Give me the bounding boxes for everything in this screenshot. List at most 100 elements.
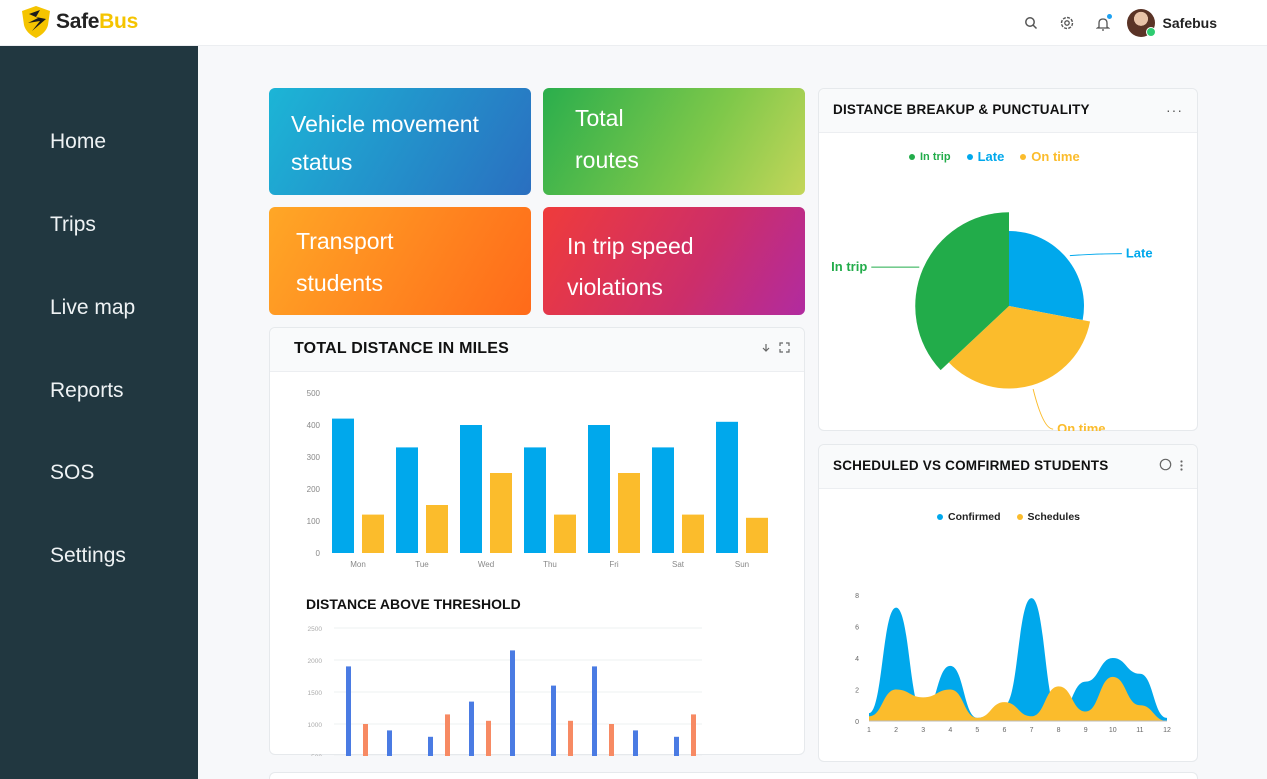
tile-transport-students[interactable]: Transport students — [269, 207, 531, 315]
y-tick-label: 100 — [307, 517, 321, 526]
bar — [618, 473, 640, 553]
sidebar-item-sos[interactable]: SOS — [50, 461, 95, 484]
top-bar: SafeBus Safebus — [0, 0, 1267, 46]
y-tick-label: 0 — [316, 549, 321, 558]
legend-dot — [937, 514, 943, 520]
y-tick-label: 0 — [855, 719, 859, 726]
legend-item[interactable]: Schedules — [1016, 511, 1080, 523]
x-tick-label: 10 — [1109, 727, 1117, 733]
y-tick-label: 2000 — [308, 658, 323, 665]
sidebar-item-reports[interactable]: Reports — [50, 379, 124, 402]
card-title: SCHEDULED VS COMFIRMED STUDENTS — [833, 458, 1109, 473]
bar — [346, 666, 351, 756]
pie-slice — [948, 306, 1091, 389]
pie-slice — [915, 212, 1009, 371]
bar — [609, 724, 614, 756]
tile-line2: students — [296, 270, 383, 296]
bar — [445, 714, 450, 756]
area-series — [869, 676, 1167, 721]
legend-label: In trip — [920, 150, 951, 163]
tile-line2: violations — [567, 274, 663, 300]
bar — [633, 730, 638, 756]
legend-item[interactable]: Late — [966, 149, 1004, 164]
y-tick-label: 4 — [855, 656, 859, 663]
x-tick-label: 5 — [975, 727, 979, 733]
download-icon[interactable] — [761, 341, 771, 356]
pie-leader-line — [1032, 388, 1054, 430]
x-tick-label: 12 — [1163, 727, 1171, 733]
bell-icon[interactable] — [1093, 13, 1113, 33]
bar — [524, 447, 546, 553]
bar — [674, 736, 679, 756]
legend-item[interactable]: On time — [1020, 149, 1080, 164]
x-tick-label: Thu — [543, 560, 557, 569]
y-tick-label: 6 — [855, 625, 859, 632]
bar — [746, 517, 768, 553]
bar — [426, 505, 448, 553]
y-tick-label: 2 — [855, 688, 859, 695]
brand-name-part2: Bus — [99, 10, 138, 33]
tile-line1: Total — [575, 105, 624, 131]
sidebar-item-live-map[interactable]: Live map — [50, 296, 136, 319]
pie-label: In trip — [831, 259, 867, 274]
threshold-title: DISTANCE ABOVE THRESHOLD — [306, 596, 521, 612]
gear-icon[interactable] — [1057, 13, 1077, 33]
bar — [716, 421, 738, 553]
legend-item[interactable]: In trip — [909, 151, 951, 163]
x-tick-label: 6 — [1003, 727, 1007, 733]
y-tick-label: 2500 — [308, 626, 323, 633]
x-tick-label: Wed — [478, 560, 494, 569]
sidebar-item-trips[interactable]: Trips — [50, 213, 96, 236]
y-tick-label: 500 — [307, 389, 321, 398]
bar — [490, 473, 512, 553]
refresh-icon[interactable] — [1159, 458, 1172, 474]
bar — [554, 514, 576, 553]
bar — [428, 736, 433, 756]
tile-vehicle-movement-status[interactable]: Vehicle movement status — [269, 88, 531, 195]
sidebar-item-home[interactable]: Home — [50, 130, 107, 153]
legend-label: On time — [1031, 149, 1080, 164]
bar — [460, 425, 482, 553]
pie-leader-line — [1069, 253, 1122, 257]
y-tick-label: 300 — [307, 453, 321, 462]
more-vertical-icon[interactable] — [1180, 459, 1183, 474]
legend-item[interactable]: Confirmed — [937, 511, 1001, 523]
area-series — [869, 598, 1167, 721]
tile-in-trip-speed-violations[interactable]: In trip speed violations — [543, 207, 805, 315]
tile-line1: Vehicle movement — [291, 111, 479, 137]
legend-dot — [1020, 153, 1027, 160]
notification-dot — [1106, 14, 1112, 19]
more-menu-icon[interactable]: ··· — [1166, 102, 1183, 118]
x-tick-label: Sun — [735, 560, 749, 569]
x-tick-label: 1 — [867, 727, 871, 733]
bar — [551, 685, 556, 756]
bar — [592, 666, 597, 756]
fullscreen-icon[interactable] — [779, 341, 790, 356]
search-icon[interactable] — [1021, 13, 1041, 33]
total-distance-card: TOTAL DISTANCE IN MILES 500 400 300 200 100 0… — [269, 327, 805, 756]
bar — [510, 650, 515, 756]
legend-label: Confirmed — [948, 511, 1001, 523]
threshold-chart: 2500 2000 1500 1000 500 — [308, 626, 702, 756]
x-tick-label: 8 — [1057, 727, 1061, 733]
tile-total-routes[interactable]: Total routes — [543, 88, 805, 195]
x-tick-label: 9 — [1084, 727, 1088, 733]
total-distance-chart: 500 400 300 200 100 0 Mon Tue Wed Thu Fri Sat Sun — [307, 389, 768, 569]
sidebar-item-settings[interactable]: Settings — [50, 544, 126, 567]
bar — [396, 447, 418, 553]
avatar[interactable] — [1126, 9, 1156, 37]
bar — [362, 514, 384, 553]
bar — [332, 418, 354, 553]
pie-label: On time — [1057, 421, 1105, 431]
x-tick-label: 2 — [894, 727, 898, 733]
safebus-logo[interactable]: SafeBus — [18, 4, 138, 40]
shield-logo-icon — [22, 6, 50, 38]
username[interactable]: Safebus — [1162, 15, 1217, 31]
tile-line1: In trip speed — [567, 233, 694, 259]
y-tick-label: 8 — [855, 593, 859, 600]
tile-line2: status — [291, 149, 353, 175]
students-legend: Confirmed Schedules — [937, 511, 1096, 523]
distance-breakup-card: DISTANCE BREAKUP & PUNCTUALITY ··· In tr… — [818, 88, 1198, 431]
y-tick-label: 200 — [307, 485, 321, 494]
pie-legend: In trip Late On time — [909, 149, 1096, 164]
